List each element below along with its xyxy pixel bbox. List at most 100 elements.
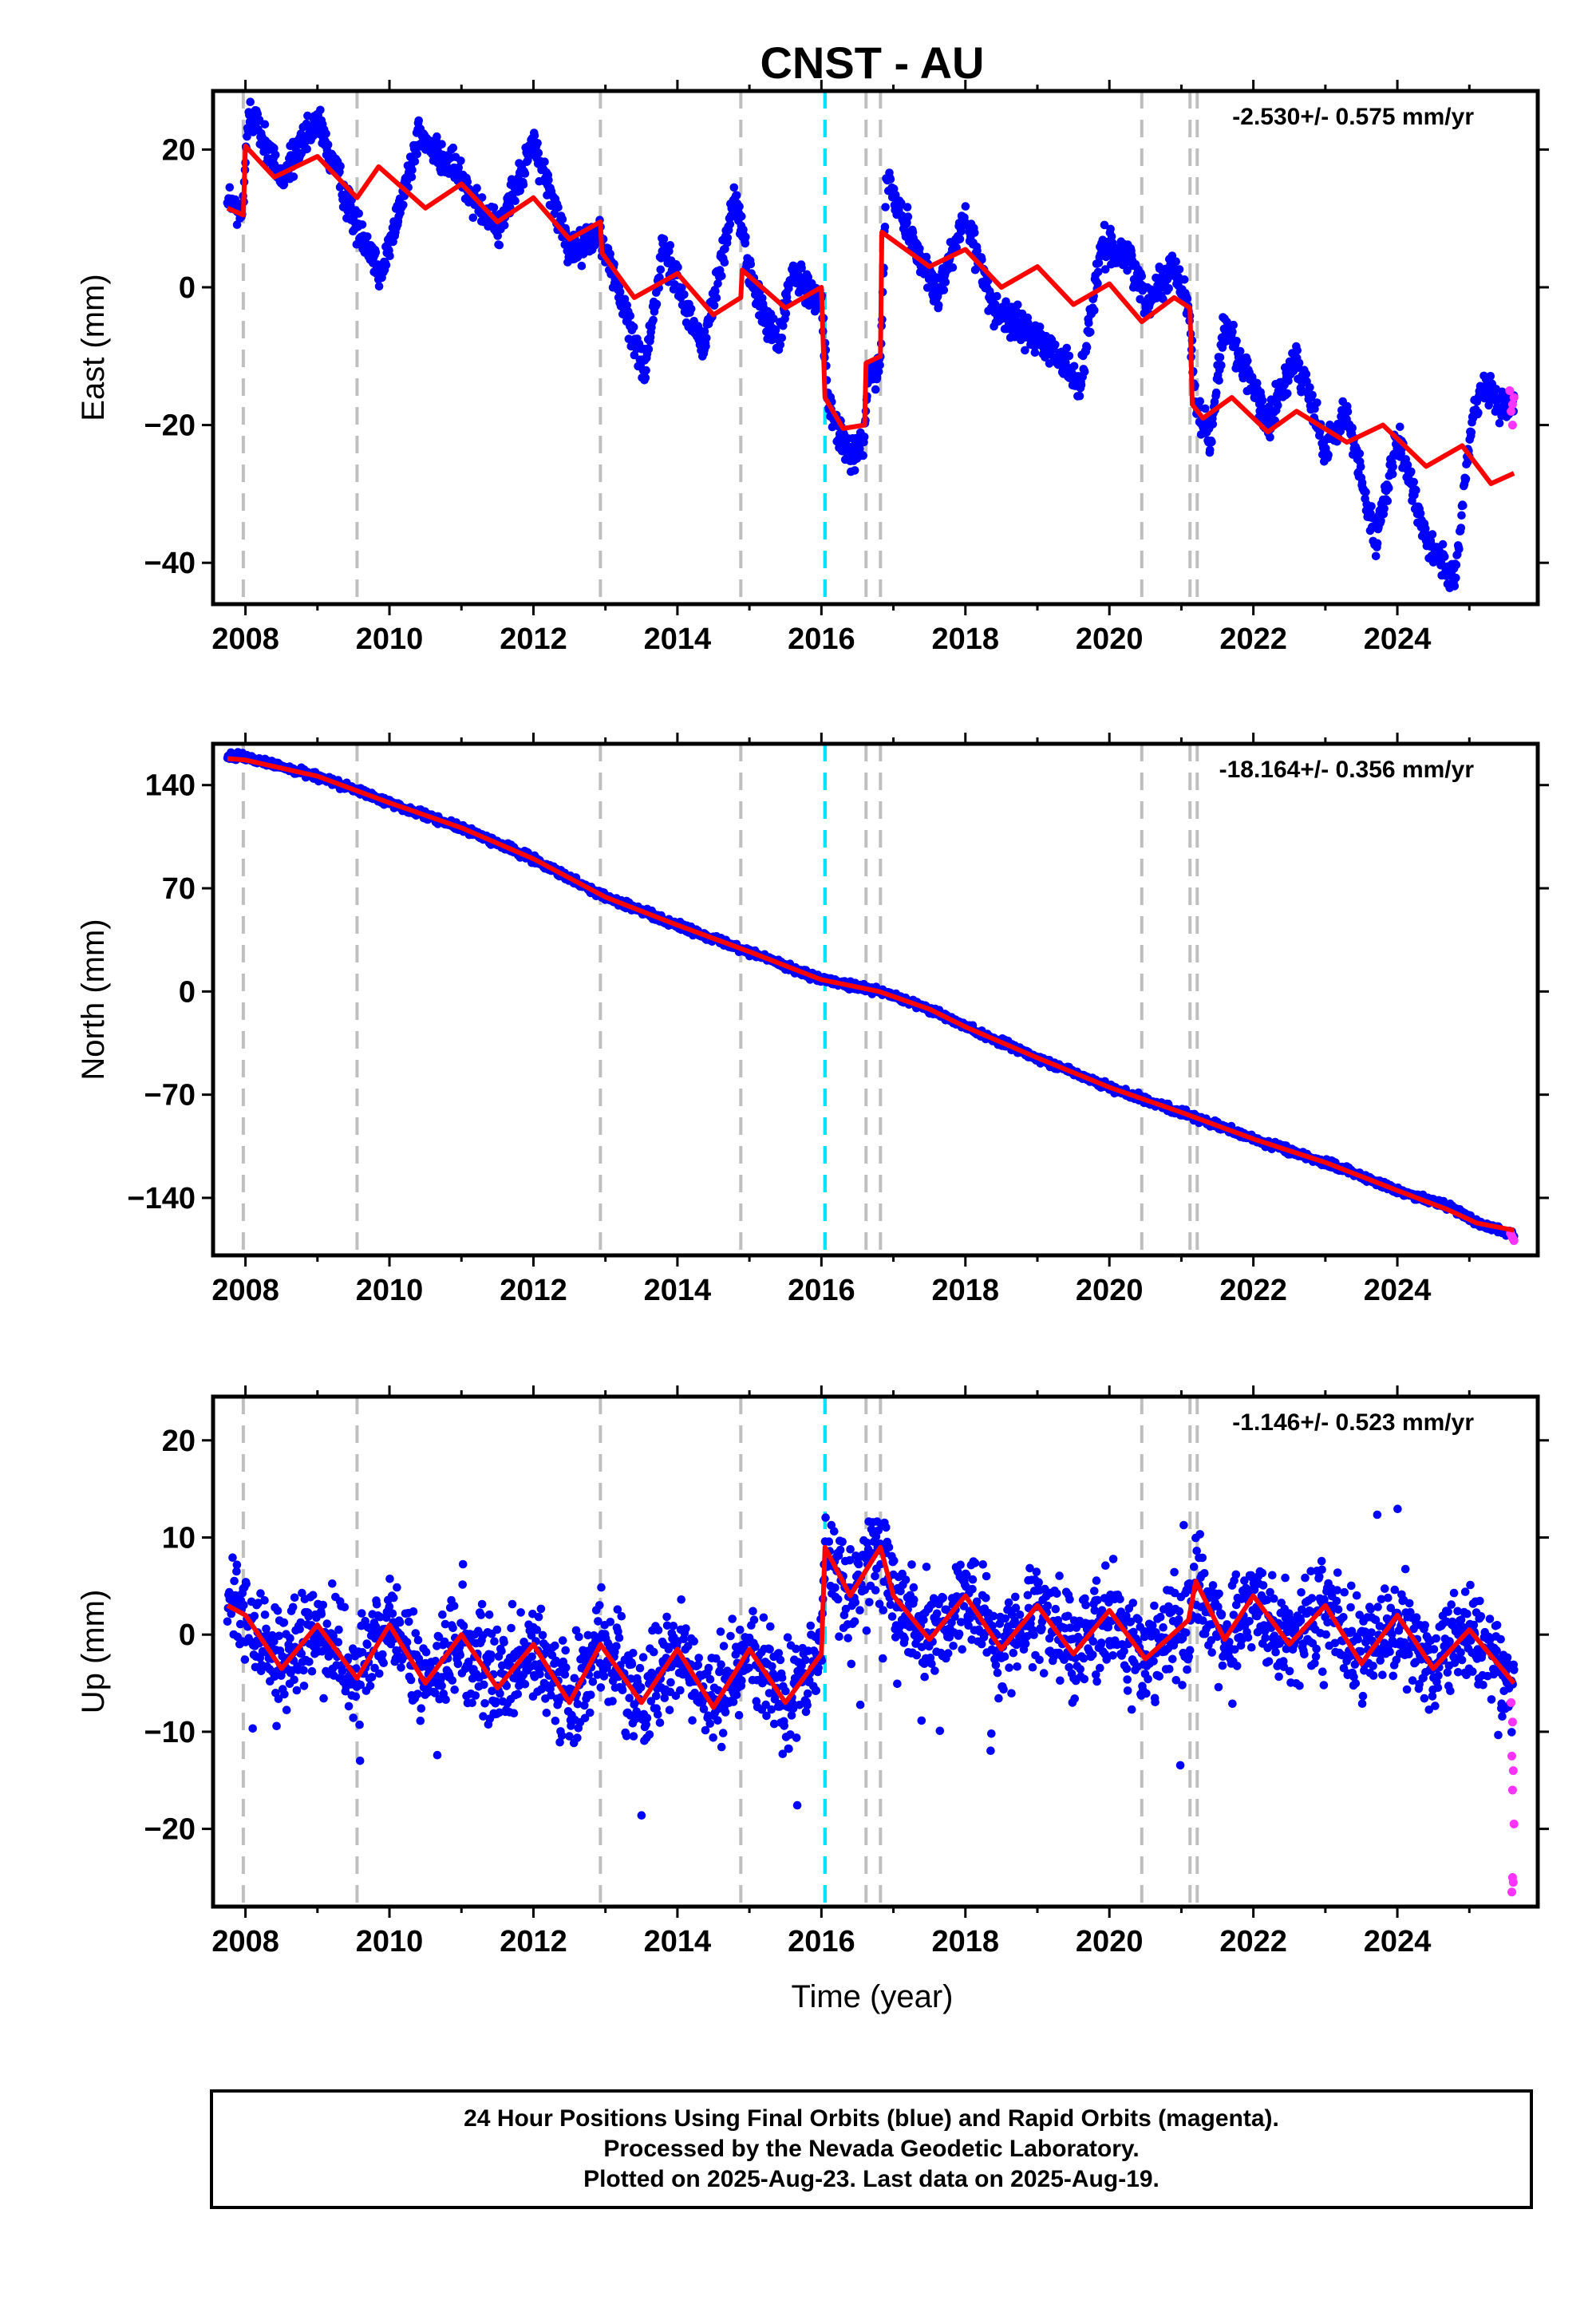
- data-point: [680, 290, 689, 299]
- data-point: [1086, 328, 1095, 337]
- data-point: [413, 150, 421, 159]
- data-point: [956, 235, 965, 243]
- data-point: [519, 180, 528, 189]
- data-point: [1212, 389, 1221, 397]
- data-point: [949, 263, 958, 272]
- data-point: [354, 209, 363, 218]
- y-tick-label: 20: [162, 133, 196, 167]
- data-point: [871, 385, 880, 394]
- x-tick-label: 2012: [500, 622, 567, 656]
- data-point: [1266, 433, 1274, 442]
- data-point: [1293, 346, 1302, 355]
- data-point: [1083, 343, 1092, 352]
- data-point: [626, 312, 635, 321]
- data-point: [319, 1694, 328, 1703]
- data-point: [860, 433, 869, 441]
- data-point: [1243, 357, 1252, 366]
- data-point: [251, 1612, 259, 1621]
- chart-title: CNST - AU: [760, 38, 984, 88]
- data-point: [1468, 428, 1476, 437]
- data-point: [970, 228, 979, 237]
- data-point: [336, 162, 345, 171]
- data-point: [1036, 322, 1045, 331]
- data-point: [1361, 488, 1370, 496]
- data-point: [363, 232, 372, 241]
- data-point: [290, 172, 298, 181]
- data-point: [1207, 438, 1216, 447]
- data-point: [282, 1705, 291, 1714]
- data-point: [657, 266, 666, 275]
- data-point: [735, 202, 744, 211]
- data-point: [239, 1601, 248, 1610]
- x-tick-label: 2020: [1076, 622, 1144, 656]
- data-point: [1180, 275, 1189, 284]
- data-point: [1457, 524, 1466, 532]
- data-point: [701, 342, 710, 351]
- data-point: [290, 1594, 299, 1603]
- data-point: [309, 1591, 318, 1600]
- data-point: [382, 261, 391, 270]
- data-point: [328, 1579, 337, 1588]
- data-point: [521, 169, 530, 178]
- data-point: [687, 305, 696, 314]
- data-point: [1389, 463, 1397, 472]
- data-point: [319, 1601, 328, 1610]
- data-point: [1258, 397, 1267, 405]
- data-point: [881, 203, 890, 211]
- data-point: [1412, 486, 1420, 495]
- data-point: [1495, 419, 1504, 428]
- data-point: [544, 176, 553, 184]
- data-point: [993, 292, 1001, 301]
- data-point: [666, 241, 675, 250]
- data-point: [271, 151, 280, 160]
- x-tick-label: 2012: [500, 1274, 567, 1307]
- data-point: [280, 1618, 289, 1627]
- data-point: [1077, 381, 1086, 389]
- data-point: [649, 316, 658, 325]
- data-point: [782, 309, 791, 318]
- data-point: [290, 1676, 298, 1685]
- data-point: [733, 191, 741, 200]
- data-point: [260, 1596, 269, 1605]
- data-point: [1209, 420, 1218, 429]
- data-point: [710, 302, 719, 310]
- data-point: [1138, 272, 1147, 281]
- data-point: [242, 1579, 251, 1588]
- data-point: [1232, 337, 1241, 346]
- data-point: [1229, 321, 1238, 330]
- data-point: [233, 1560, 242, 1569]
- rapid-point: [1508, 421, 1517, 429]
- y-tick-label: −140: [127, 1182, 196, 1215]
- final-orbit-points: [223, 1504, 1519, 1820]
- data-point: [274, 1607, 282, 1615]
- data-point: [940, 286, 949, 294]
- data-point: [1196, 397, 1205, 406]
- data-point: [323, 1619, 332, 1628]
- data-point: [318, 1610, 326, 1618]
- data-point: [1428, 530, 1437, 539]
- x-tick-label: 2008: [211, 622, 279, 656]
- data-point: [1175, 265, 1184, 274]
- data-point: [630, 323, 638, 332]
- data-point: [1065, 352, 1074, 361]
- data-point: [399, 200, 408, 209]
- x-tick-label: 2010: [356, 1274, 424, 1307]
- data-point: [726, 220, 735, 229]
- data-point: [236, 1620, 245, 1629]
- data-point: [308, 1667, 317, 1676]
- data-point: [1357, 463, 1365, 472]
- data-point: [1283, 389, 1292, 398]
- data-point: [721, 258, 729, 267]
- data-point: [991, 300, 1000, 309]
- data-point: [540, 157, 549, 166]
- x-tick-label: 2020: [1076, 1274, 1144, 1307]
- data-point: [469, 214, 478, 223]
- data-point: [1171, 257, 1180, 266]
- data-point: [1373, 539, 1382, 548]
- data-point: [1407, 468, 1416, 476]
- data-point: [241, 1655, 250, 1664]
